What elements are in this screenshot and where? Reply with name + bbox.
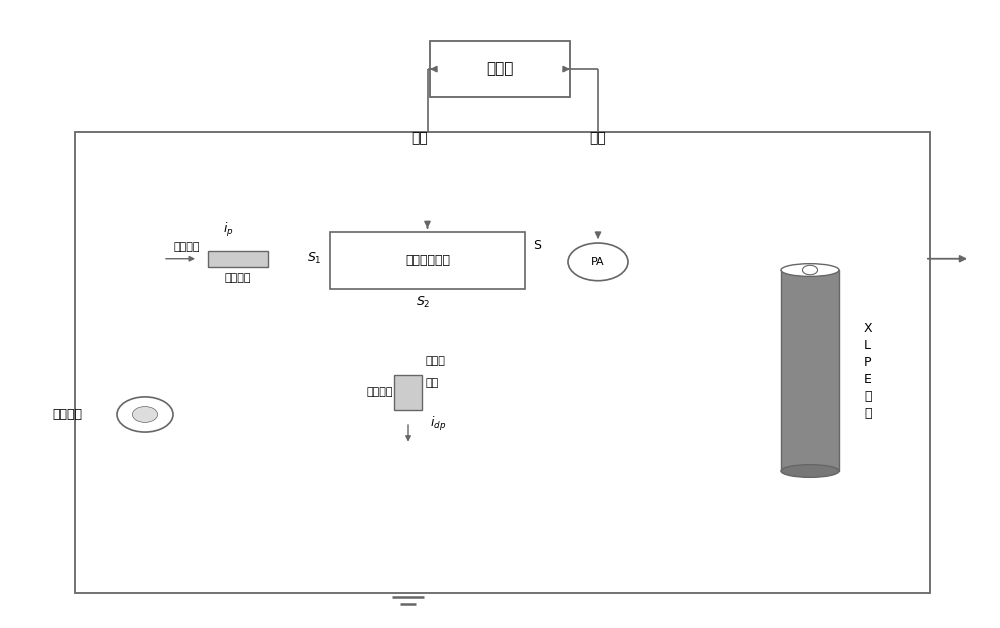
Bar xyxy=(394,376,422,410)
Text: 电流: 电流 xyxy=(426,378,439,388)
FancyBboxPatch shape xyxy=(75,132,930,593)
Text: $S_1$: $S_1$ xyxy=(307,251,322,266)
FancyBboxPatch shape xyxy=(330,232,525,289)
Circle shape xyxy=(132,406,158,423)
Text: $i_p$: $i_p$ xyxy=(223,220,233,239)
Ellipse shape xyxy=(781,465,839,477)
Text: S: S xyxy=(533,239,541,252)
Text: 极化电流: 极化电流 xyxy=(173,242,200,252)
Text: 高压电源: 高压电源 xyxy=(52,408,82,421)
Text: 限流电阻: 限流电阻 xyxy=(225,273,251,283)
Text: 限流电阻: 限流电阻 xyxy=(366,387,393,398)
FancyBboxPatch shape xyxy=(430,41,570,97)
Text: PA: PA xyxy=(591,257,605,267)
Bar xyxy=(208,251,268,267)
Circle shape xyxy=(568,243,628,281)
Text: 串口: 串口 xyxy=(412,131,428,145)
Text: 串口: 串口 xyxy=(590,131,606,145)
Circle shape xyxy=(117,397,173,432)
Text: $i_{dp}$: $i_{dp}$ xyxy=(430,415,446,433)
Text: 去极化: 去极化 xyxy=(426,356,446,366)
FancyBboxPatch shape xyxy=(85,141,925,383)
Text: 上位机: 上位机 xyxy=(486,62,514,77)
Text: X
L
P
E
电
缆: X L P E 电 缆 xyxy=(864,322,873,420)
Text: $S_2$: $S_2$ xyxy=(416,295,431,310)
Circle shape xyxy=(802,265,818,275)
Text: 开关控制系统: 开关控制系统 xyxy=(405,254,450,267)
Ellipse shape xyxy=(781,264,839,276)
Bar xyxy=(781,270,839,471)
